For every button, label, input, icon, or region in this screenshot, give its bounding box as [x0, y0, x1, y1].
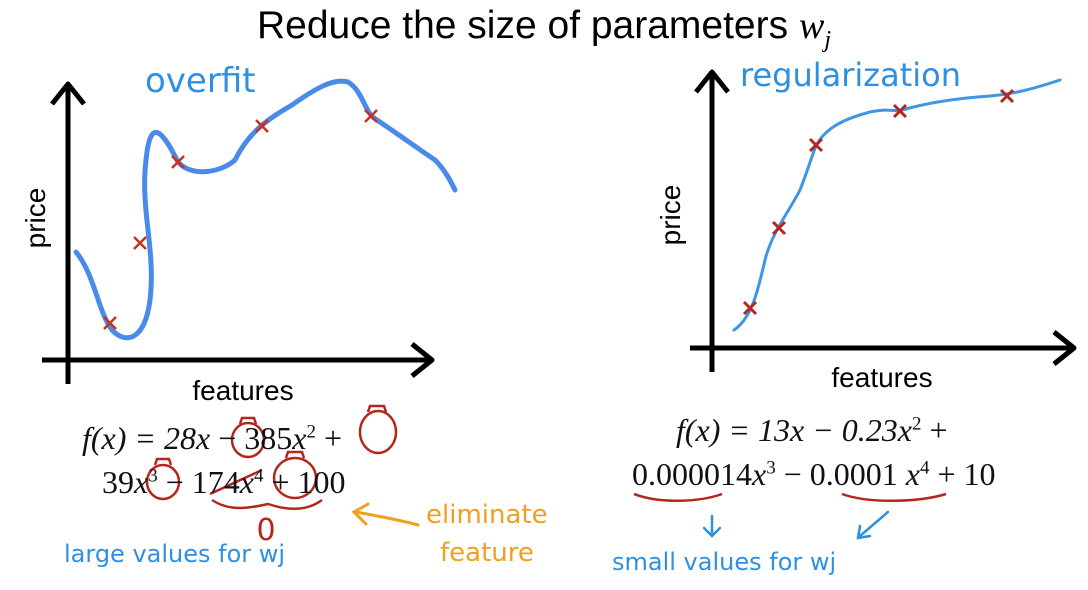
- right-data-markers: [742, 88, 1015, 316]
- small-values-arrows: [702, 510, 890, 540]
- left-axes: [42, 81, 435, 384]
- title-variable: wj: [798, 5, 831, 53]
- eliminate-note: eliminate: [426, 500, 548, 530]
- eliminate-arrow: [351, 502, 420, 527]
- zero-mark: 0: [256, 513, 275, 548]
- overfit-curve: [73, 78, 458, 341]
- right-equation-line-2: 0.000014x3 − 0.0001 x4 + 10: [632, 456, 996, 492]
- left-equation-line-1: f(x) = 28x − 385x2 +: [82, 420, 342, 456]
- right-x-axis-label: features: [831, 362, 932, 393]
- left-data-markers: [103, 109, 378, 330]
- left-x-axis-label: features: [192, 375, 293, 406]
- right-axes: [690, 69, 1077, 372]
- regularized-curve: [732, 78, 1062, 332]
- regularization-annotation: regularization: [740, 56, 961, 94]
- left-equation-line-2: 39x3 − 174x4 + 100: [102, 464, 346, 500]
- large-values-note: large values for wj: [64, 540, 286, 568]
- left-y-axis-label: price: [20, 188, 51, 249]
- left-equation-markup: [145, 404, 398, 510]
- right-equation-line-1: f(x) = 13x − 0.23x2 +: [676, 412, 948, 448]
- slide-title: Reduce the size of parameters wj: [0, 4, 1088, 53]
- right-y-axis-label: price: [655, 185, 686, 246]
- overfit-annotation: overfit: [145, 61, 256, 101]
- small-values-note: small values for wj: [612, 548, 837, 576]
- feature-note: feature: [440, 538, 534, 568]
- title-text: Reduce the size of parameters: [257, 4, 789, 47]
- right-equation-markup: [633, 492, 947, 503]
